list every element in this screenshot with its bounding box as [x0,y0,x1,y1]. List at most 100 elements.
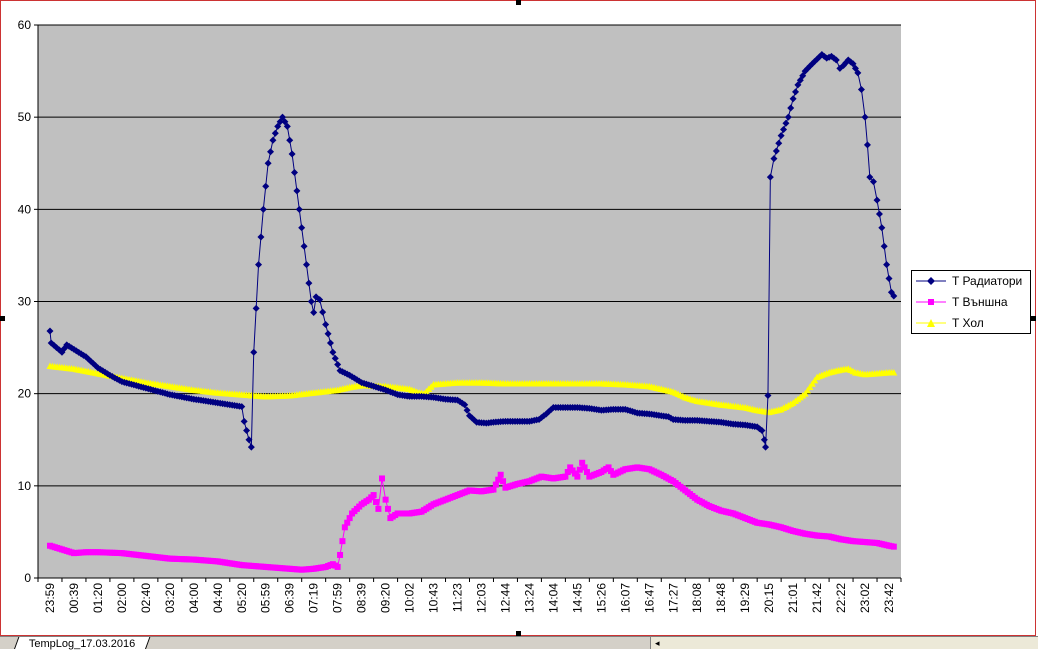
sheet-tab[interactable]: TempLog_17.03.2016 [14,637,151,650]
data-point [574,473,581,480]
data-point [373,498,380,505]
data-point [775,139,783,147]
x-tick-label: 09:20 [379,583,393,613]
data-point [861,113,869,121]
data-point [579,459,586,466]
data-point [851,64,859,72]
data-point [295,205,303,213]
x-tick-label: 04:40 [211,583,225,613]
data-point [782,119,790,127]
data-point [581,464,588,471]
data-point [569,467,576,474]
resize-handle-left[interactable] [0,316,5,321]
y-tick-label: 30 [18,295,32,309]
data-point [307,298,315,305]
data-point [784,113,792,121]
x-tick-label: 13:24 [522,583,536,613]
data-point [492,481,499,488]
data-point [271,129,279,137]
data-point [495,476,502,483]
data-point [259,205,267,213]
data-point [796,76,804,84]
x-tick-label: 21:01 [786,583,800,613]
data-point [880,242,888,250]
y-tick-label: 60 [18,18,32,32]
data-point [780,125,788,133]
data-point [461,401,469,409]
x-tick-label: 19:29 [738,583,752,613]
data-point [240,417,248,425]
y-tick-label: 20 [18,387,32,401]
data-point [562,473,569,480]
data-point [247,443,255,451]
x-tick-label: 11:23 [451,583,465,612]
y-axis: 0 10 20 30 40 50 60 [18,18,39,585]
data-point [337,551,344,558]
data-point [883,261,891,269]
data-point [772,147,780,155]
x-tick-label: 03:20 [163,583,177,613]
data-point [762,443,770,451]
data-point [849,60,857,68]
data-point [869,178,877,186]
temperature-chart[interactable]: 0 10 20 30 40 50 60 23:59 00:39 01:20 02:00 02:40 0… [0,0,1038,636]
data-point [319,308,327,316]
data-point [324,330,332,338]
scroll-left-arrow-icon[interactable]: ◂ [655,638,660,648]
sheet-tab-bar: TempLog_17.03.2016 ◂ [0,636,1038,650]
data-point [497,471,504,478]
series-layer [46,50,898,573]
data-point [326,339,334,347]
data-point [811,376,819,384]
data-point [832,56,840,64]
x-tick-label: 07:19 [307,583,321,613]
data-point [463,406,471,414]
x-tick-label: 14:45 [570,583,584,613]
series-0 [46,50,898,451]
data-point [310,309,318,317]
legend-item-hall: T Хол [916,315,984,331]
data-point [863,141,871,149]
resize-handle-right[interactable] [1031,316,1036,321]
data-point [302,261,310,269]
data-point [382,496,389,503]
resize-handle-top[interactable] [516,0,521,5]
data-point [334,360,342,368]
x-tick-label: 18:48 [714,583,728,613]
gridlines [38,24,901,487]
x-tick-label: 10:02 [403,583,417,613]
data-point [370,492,377,499]
data-point [346,515,353,522]
data-point [375,505,382,512]
data-point [571,470,578,477]
data-point [322,321,330,329]
resize-handle-bottom[interactable] [516,631,521,636]
x-tick-label: 00:39 [67,583,81,613]
data-point [379,475,386,482]
y-tick-label: 10 [18,479,32,493]
data-point [257,233,265,241]
data-point [262,182,270,190]
data-point [255,261,263,269]
data-point [384,505,391,512]
data-point [490,486,497,493]
data-point [243,427,251,435]
x-tick-label: 22:22 [834,583,848,613]
data-point [252,304,260,312]
legend-marker-diamond-icon [916,277,946,285]
data-point [799,72,807,80]
y-tick-label: 50 [18,110,32,124]
data-point [305,279,313,287]
x-tick-label: 21:42 [810,583,824,613]
legend-item-radiator: T Радиатори [916,273,1022,289]
data-point [291,168,299,176]
data-point [288,150,296,158]
x-tick-label: 15:26 [594,583,608,613]
legend-marker-triangle-icon [916,319,946,327]
legend[interactable]: T Радиатори T Външна T Хол [911,270,1031,334]
series-2 [46,362,898,416]
data-point [564,469,571,476]
data-point [269,136,277,144]
x-tick-label: 17:27 [666,583,680,613]
horizontal-scrollbar[interactable]: ◂ [650,637,1038,649]
